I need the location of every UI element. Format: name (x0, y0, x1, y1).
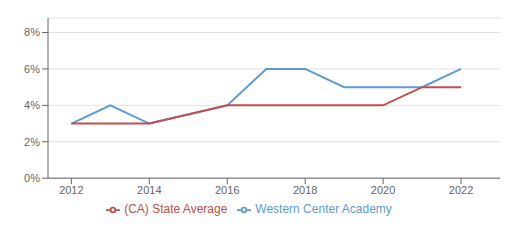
html-text:Western Center Academy: Western Center Academy (255, 202, 392, 217)
svg-text:2020: 2020 (371, 184, 395, 196)
svg-text:0%: 0% (24, 172, 40, 184)
svg-text:2018: 2018 (293, 184, 317, 196)
svg-text:2%: 2% (24, 136, 40, 148)
svg-text:2016: 2016 (215, 184, 239, 196)
svg-text:8%: 8% (24, 26, 40, 38)
html-text:(CA) State Average: (CA) State Average (124, 202, 228, 217)
svg-text:2022: 2022 (449, 184, 473, 196)
svg-text:6%: 6% (24, 63, 40, 75)
svg-text:2012: 2012 (59, 184, 83, 196)
svg-text:2014: 2014 (137, 184, 161, 196)
svg-text:4%: 4% (24, 99, 40, 111)
